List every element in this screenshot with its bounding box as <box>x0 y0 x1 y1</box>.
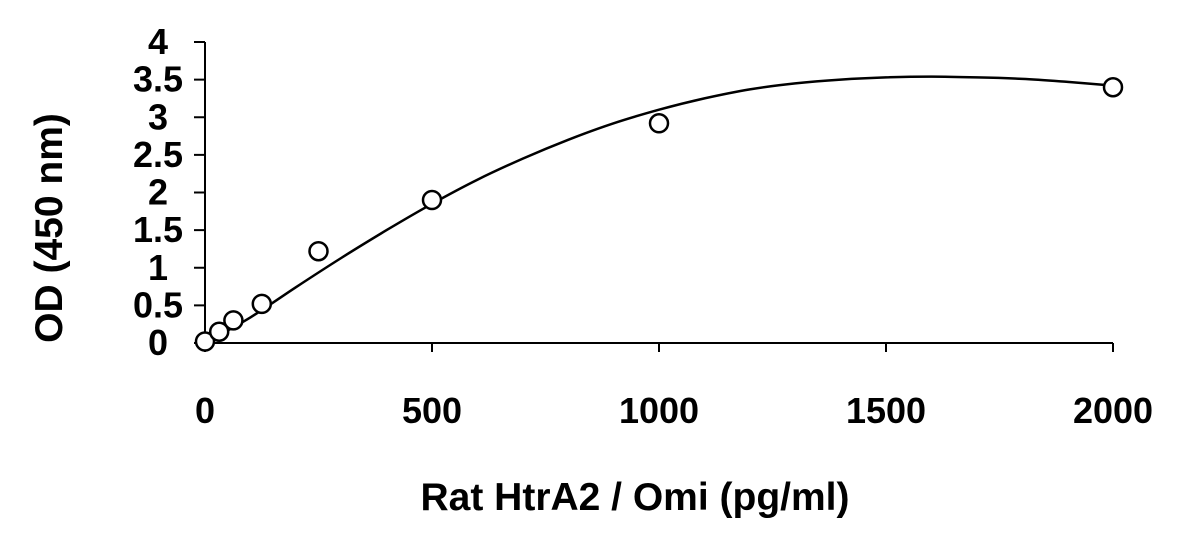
y-tick-label: 0 <box>148 322 168 363</box>
y-axis-label: OD (450 nm) <box>28 113 71 343</box>
data-point <box>421 189 443 211</box>
x-tick-label: 1500 <box>846 390 926 431</box>
data-point-group <box>194 76 1124 352</box>
trend-curve-group <box>204 75 1114 345</box>
y-tick-label: 2.5 <box>133 134 183 175</box>
y-tick-label: 1 <box>148 247 168 288</box>
x-tick-label: 1000 <box>619 390 699 431</box>
y-tick-label: 4 <box>148 21 168 62</box>
data-point <box>251 293 273 315</box>
y-tick-label: 2 <box>148 172 168 213</box>
y-tick-label: 1.5 <box>133 209 183 250</box>
x-tick-label: 500 <box>402 390 462 431</box>
data-point <box>648 113 670 134</box>
data-point <box>223 310 244 331</box>
data-point <box>194 331 216 352</box>
data-point <box>1102 76 1124 98</box>
x-axis: 0 500 1000 1500 2000 <box>195 342 1153 431</box>
y-axis: 00.511.522.533.54 <box>133 21 206 363</box>
trend-curve <box>204 75 1114 345</box>
data-point <box>308 240 329 262</box>
x-axis-label: Rat HtrA2 / Omi (pg/ml) <box>420 476 849 519</box>
x-tick-label: 0 <box>195 390 215 431</box>
y-tick-label: 0.5 <box>133 284 183 325</box>
x-tick-label: 2000 <box>1073 390 1153 431</box>
data-point <box>208 321 230 342</box>
y-tick-label: 3.5 <box>133 59 183 100</box>
y-tick-label: 3 <box>148 96 168 137</box>
